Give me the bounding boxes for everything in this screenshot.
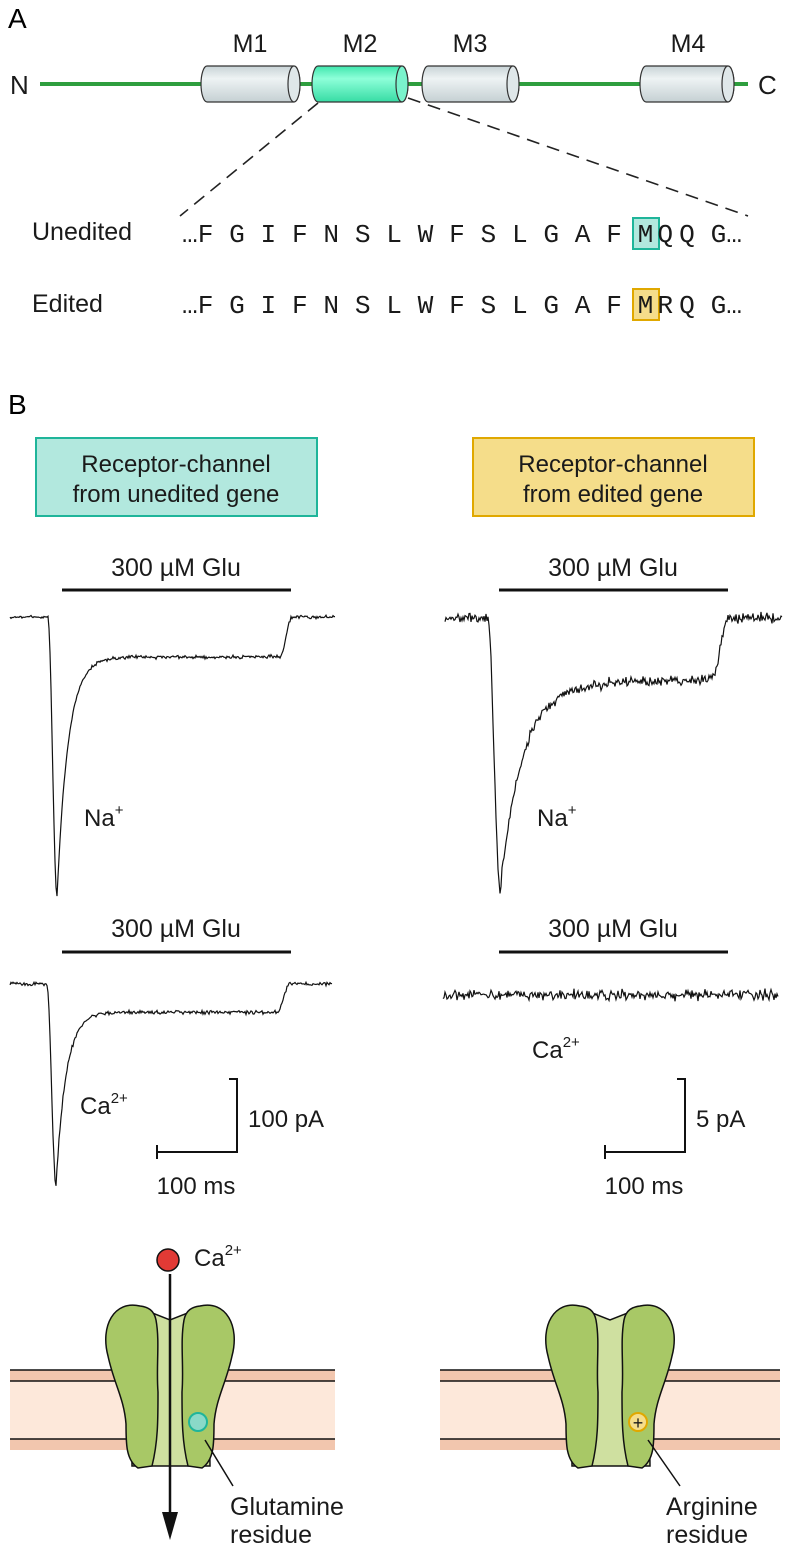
scale-bar-left: 100 pA 100 ms [156, 1078, 324, 1200]
scale-bar-right: 5 pA 100 ms [604, 1078, 745, 1200]
glu-label-left-ca: 300 µM Glu [111, 915, 241, 943]
glutamine-label-line1: Glutamine [230, 1493, 344, 1521]
panel-a-label: A [8, 3, 27, 34]
ca-flow-arrow [162, 1274, 178, 1540]
glutamine-residue-icon [188, 1412, 208, 1432]
na-label-right: Na+ [537, 802, 577, 832]
m4-label: M4 [671, 30, 706, 58]
glutamine-label-line2: residue [230, 1521, 312, 1549]
arginine-pointer [647, 1439, 681, 1487]
unedited-box-line1: Receptor-channel [81, 451, 270, 478]
ca-ion-label: Ca2+ [194, 1242, 242, 1272]
arginine-charge-symbol: + [633, 1413, 644, 1433]
m4-segment: M4 [639, 30, 735, 103]
na-label-left: Na+ [84, 802, 124, 832]
ca-current-trace-unedited [9, 980, 333, 1186]
glu-bar-left-ca: 300 µM Glu [62, 915, 291, 954]
glutamine-pointer [204, 1439, 234, 1487]
ca-label-left: Ca2+ [80, 1090, 128, 1120]
zoom-line-right [407, 97, 749, 217]
zoom-line-left [179, 102, 319, 217]
scale-current-left: 100 pA [248, 1106, 324, 1133]
c-terminus-label: C [758, 70, 777, 100]
glu-bar-right-ca: 300 µM Glu [499, 915, 728, 954]
m1-segment: M1 [200, 30, 301, 103]
glu-bar-right-na: 300 µM Glu [499, 554, 728, 592]
m1-label: M1 [233, 30, 268, 58]
edited-box-line1: Receptor-channel [518, 451, 707, 478]
glu-label-left-na: 300 µM Glu [111, 554, 241, 582]
glu-label-right-ca: 300 µM Glu [548, 915, 678, 943]
glu-label-right-na: 300 µM Glu [548, 554, 678, 582]
scale-time-left: 100 ms [157, 1173, 236, 1200]
m2-segment: M2 [311, 30, 409, 103]
unedited-label: Unedited [32, 218, 132, 246]
scale-time-right: 100 ms [605, 1173, 684, 1200]
edited-channel-box: Receptor-channel from edited gene [472, 437, 755, 517]
scale-current-right: 5 pA [696, 1106, 745, 1133]
na-current-trace-unedited [9, 613, 336, 897]
edited-label: Edited [32, 290, 103, 318]
calcium-ion-icon [156, 1248, 180, 1272]
m3-segment: M3 [421, 30, 520, 103]
glu-bar-left-na: 300 µM Glu [62, 554, 291, 592]
unedited-channel-box: Receptor-channel from unedited gene [35, 437, 318, 517]
arginine-label-line2: residue [666, 1521, 748, 1549]
arginine-residue-icon: + [628, 1412, 648, 1433]
edited-box-line2: from edited gene [523, 481, 703, 508]
ca-label-right: Ca2+ [532, 1034, 580, 1064]
edited-residue-highlight [632, 288, 660, 321]
panel-b-label: B [8, 389, 27, 420]
m2-label: M2 [343, 30, 378, 58]
n-terminus-label: N [10, 70, 29, 100]
unedited-box-line2: from unedited gene [73, 481, 280, 508]
ca-current-trace-edited [442, 987, 779, 1003]
m3-label: M3 [453, 30, 488, 58]
arginine-label-line1: Arginine [666, 1493, 758, 1521]
na-current-trace-edited [444, 611, 783, 894]
unedited-residue-highlight [632, 217, 660, 250]
